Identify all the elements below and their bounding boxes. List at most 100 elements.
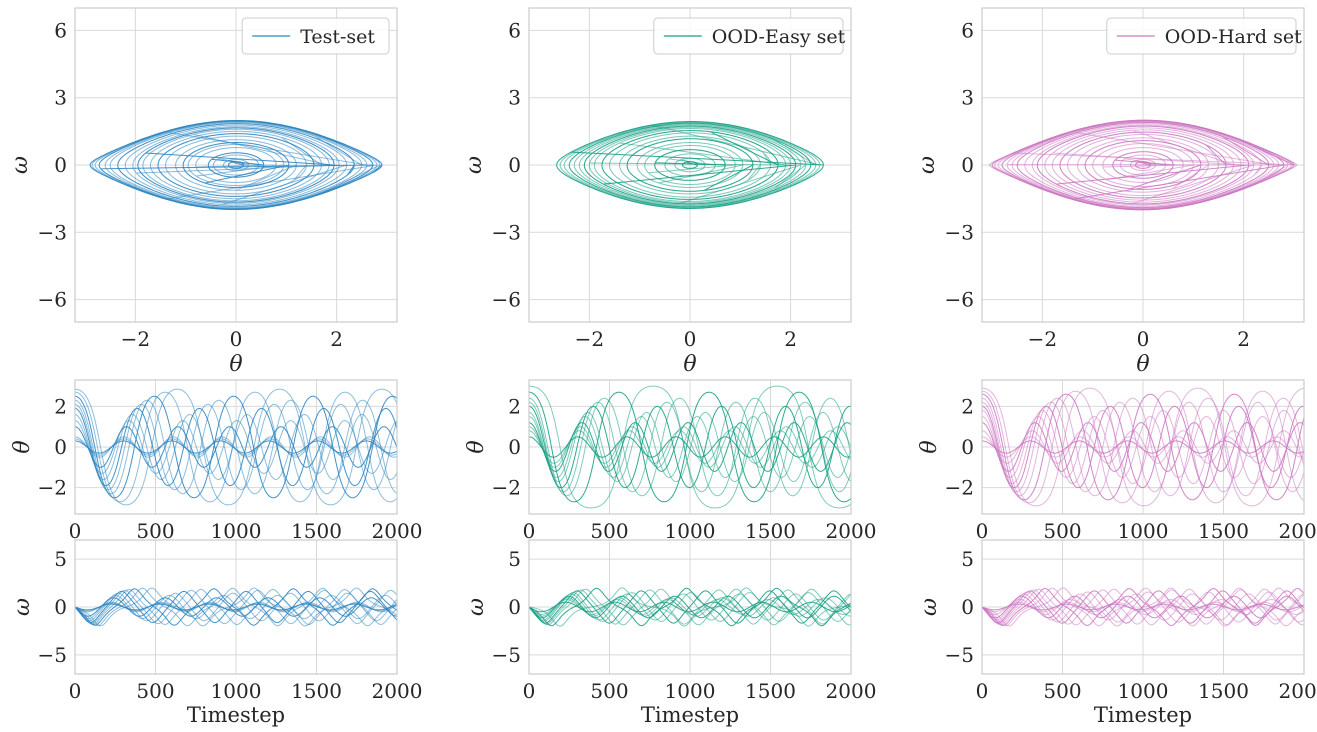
y-axis-label: θ — [10, 440, 35, 453]
y-tick-label: 5 — [508, 547, 521, 571]
x-tick-label: 2000 — [372, 519, 423, 543]
series-line — [529, 412, 851, 482]
x-tick-label: 2000 — [1279, 519, 1317, 543]
series-line — [207, 152, 265, 178]
y-tick-label: 0 — [961, 435, 974, 459]
series-line — [124, 124, 348, 206]
series-line — [89, 120, 383, 210]
series-line — [75, 590, 397, 624]
series-line — [529, 430, 851, 464]
series-line — [75, 399, 397, 495]
series-line — [1059, 131, 1227, 199]
series-line — [664, 153, 716, 177]
y-tick-label: 0 — [961, 595, 974, 619]
axes-frame — [981, 7, 1305, 323]
legend: Test-set — [241, 17, 390, 55]
series-line — [982, 587, 1304, 627]
y-tick-label: −3 — [492, 220, 521, 244]
x-axis-label: θ — [229, 352, 242, 377]
y-tick-label: −2 — [945, 476, 974, 500]
axes-frame — [528, 379, 852, 515]
x-tick-label: 500 — [1043, 519, 1081, 543]
series-line — [626, 138, 754, 192]
series-line — [982, 590, 1304, 624]
legend-label: OOD-Hard set — [1165, 26, 1302, 48]
x-tick-label: 0 — [1137, 327, 1150, 351]
y-tick-label: −5 — [38, 643, 67, 667]
x-tick-label: −2 — [121, 327, 150, 351]
x-tick-label: 2000 — [826, 519, 877, 543]
y-axis-label: θ — [464, 440, 489, 453]
series-group — [982, 387, 1304, 507]
y-tick-label: 0 — [508, 153, 521, 177]
series-line — [578, 124, 802, 206]
x-tick-label: 2000 — [826, 679, 877, 703]
series-line — [609, 132, 772, 198]
y-axis-label: ω — [462, 156, 487, 174]
series-line — [573, 123, 807, 207]
series-line — [75, 587, 397, 627]
series-line — [619, 135, 761, 195]
series-line — [982, 591, 1304, 623]
series-line — [1031, 124, 1255, 206]
x-tick-label: 1500 — [1198, 679, 1249, 703]
series-line — [982, 593, 1304, 621]
series-line — [601, 130, 779, 200]
y-tick-label: 0 — [508, 435, 521, 459]
x-tick-label: 0 — [69, 519, 82, 543]
series-line — [142, 128, 330, 202]
y-tick-label: 0 — [54, 153, 67, 177]
series-line — [982, 393, 1304, 501]
y-tick-label: 0 — [54, 435, 67, 459]
y-tick-label: −2 — [38, 476, 67, 500]
series-line — [137, 127, 335, 203]
y-tick-label: −6 — [945, 288, 974, 312]
series-line — [593, 128, 787, 202]
axes-frame — [528, 7, 852, 323]
series-line — [1051, 129, 1235, 201]
axes-frame — [74, 7, 398, 323]
y-axis-label: ω — [464, 598, 489, 616]
x-tick-label: 500 — [590, 519, 628, 543]
axes-frame — [981, 379, 1305, 515]
x-tick-label: 1500 — [745, 519, 796, 543]
series-line — [982, 587, 1304, 627]
series-line — [563, 121, 817, 209]
axes-frame — [74, 539, 398, 675]
x-tick-label: 0 — [523, 519, 536, 543]
x-tick-label: 1500 — [745, 679, 796, 703]
series-line — [588, 126, 792, 204]
series-line — [529, 397, 851, 497]
series-line — [150, 130, 322, 200]
x-tick-label: 2 — [330, 327, 343, 351]
x-tick-label: 1000 — [665, 679, 716, 703]
series-group — [75, 388, 397, 506]
series-line — [75, 436, 397, 458]
series-line — [75, 391, 397, 503]
series-line — [195, 147, 277, 183]
x-axis-label: Timestep — [641, 703, 739, 727]
x-tick-label: 500 — [590, 679, 628, 703]
series-line — [529, 590, 851, 624]
series-group — [529, 587, 851, 627]
series-line — [982, 397, 1304, 497]
series-line — [75, 592, 397, 622]
x-tick-label: 0 — [69, 679, 82, 703]
y-tick-label: −3 — [38, 220, 67, 244]
y-tick-label: 0 — [961, 153, 974, 177]
series-line — [982, 387, 1304, 507]
legend-box — [1106, 17, 1297, 55]
series-line — [982, 410, 1304, 484]
y-axis-label: ω — [917, 598, 942, 616]
x-axis-label: Timestep — [1094, 703, 1192, 727]
series-line — [75, 403, 397, 491]
series-line — [117, 123, 355, 207]
legend-box — [653, 17, 844, 55]
x-tick-label: 0 — [230, 327, 243, 351]
